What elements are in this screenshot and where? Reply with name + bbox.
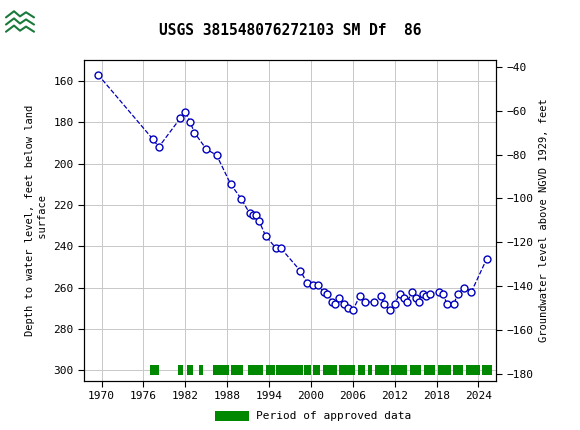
Bar [266, 365, 275, 375]
Bar [213, 365, 229, 375]
Y-axis label: Groundwater level above NGVD 1929, feet: Groundwater level above NGVD 1929, feet [539, 98, 549, 342]
Bar [375, 365, 389, 375]
Bar [231, 365, 242, 375]
Bar [200, 365, 204, 375]
Bar [187, 365, 193, 375]
Bar [410, 365, 421, 375]
Bar [358, 365, 365, 375]
Bar [276, 365, 303, 375]
Bar [248, 365, 263, 375]
Y-axis label: Depth to water level, feet below land
 surface: Depth to water level, feet below land su… [26, 105, 48, 336]
Bar [424, 365, 435, 375]
Bar [368, 365, 372, 375]
Bar [150, 365, 160, 375]
Text: USGS 381548076272103 SM Df  86: USGS 381548076272103 SM Df 86 [159, 24, 421, 38]
Bar [452, 365, 463, 375]
Bar [304, 365, 311, 375]
Bar [313, 365, 320, 375]
Bar [466, 365, 480, 375]
Bar [323, 365, 337, 375]
Bar [482, 365, 492, 375]
Bar [178, 365, 183, 375]
Text: Period of approved data: Period of approved data [256, 411, 412, 421]
Bar [438, 365, 451, 375]
Bar [391, 365, 407, 375]
Text: USGS: USGS [42, 10, 97, 28]
Bar [339, 365, 355, 375]
Bar [4, 4, 36, 35]
